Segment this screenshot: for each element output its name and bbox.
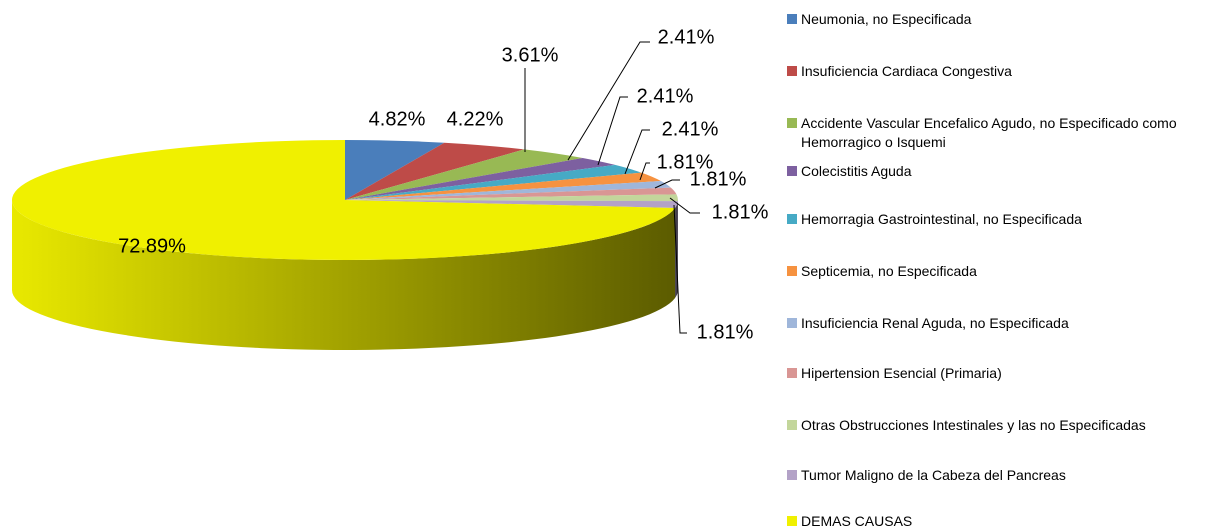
legend-item: Insuficiencia Cardiaca Congestiva xyxy=(787,62,1208,81)
legend-item: Accidente Vascular Encefalico Agudo, no … xyxy=(787,114,1208,152)
slice xyxy=(345,172,661,200)
legend-item: Insuficiencia Renal Aguda, no Especifica… xyxy=(787,314,1208,333)
legend-swatch xyxy=(787,266,797,276)
slice xyxy=(345,194,678,202)
legend-item: Neumonia, no Especificada xyxy=(787,10,1208,29)
legend-label: Insuficiencia Cardiaca Congestiva xyxy=(801,63,1012,79)
legend-swatch xyxy=(787,166,797,176)
slice xyxy=(345,157,616,200)
leader-line xyxy=(567,41,650,161)
slice-side xyxy=(12,200,676,351)
legend-swatch xyxy=(787,420,797,430)
leader-line xyxy=(673,204,687,334)
legend-item: DEMAS CAUSAS xyxy=(787,512,1208,526)
leader-line xyxy=(639,162,650,181)
legend-item: Hipertension Esencial (Primaria) xyxy=(787,364,1208,383)
leader-line xyxy=(624,129,650,175)
data-label: 1.81% xyxy=(690,168,747,190)
legend-swatch xyxy=(787,516,797,526)
legend-item: Otras Obstrucciones Intestinales y las n… xyxy=(787,416,1208,435)
legend-label: Hemorragia Gastrointestinal, no Especifi… xyxy=(801,211,1082,227)
legend-item: Colecistitis Aguda xyxy=(787,162,1208,181)
leader-line xyxy=(597,96,628,166)
slice xyxy=(345,200,678,208)
data-label: 2.41% xyxy=(658,26,715,48)
data-label: 2.41% xyxy=(662,118,719,140)
data-label: 2.41% xyxy=(637,85,694,107)
legend-swatch xyxy=(787,470,797,480)
data-label: 1.81% xyxy=(697,321,754,343)
leader-line xyxy=(669,197,700,214)
legend-label: Neumonia, no Especificada xyxy=(801,11,972,27)
legend-swatch xyxy=(787,214,797,224)
legend-label: Accidente Vascular Encefalico Agudo, no … xyxy=(801,115,1177,150)
data-label: 72.89% xyxy=(118,235,186,257)
legend-label: DEMAS CAUSAS xyxy=(801,513,913,526)
leader-line xyxy=(654,179,680,189)
legend-swatch xyxy=(787,14,797,24)
data-label: 3.61% xyxy=(502,44,559,66)
slice xyxy=(345,142,525,200)
slice xyxy=(345,181,671,200)
data-label: 4.82% xyxy=(369,108,426,130)
legend-item: Hemorragia Gastrointestinal, no Especifi… xyxy=(787,210,1208,229)
slice xyxy=(345,164,642,200)
legend-label: Tumor Maligno de la Cabeza del Pancreas xyxy=(801,467,1066,483)
legend-label: Hipertension Esencial (Primaria) xyxy=(801,365,1002,381)
legend-item: Tumor Maligno de la Cabeza del Pancreas xyxy=(787,466,1208,485)
slice xyxy=(345,187,677,200)
data-label: 4.22% xyxy=(447,108,504,130)
legend-label: Otras Obstrucciones Intestinales y las n… xyxy=(801,417,1146,433)
slice xyxy=(11,140,676,260)
legend-label: Septicemia, no Especificada xyxy=(801,263,977,279)
legend-swatch xyxy=(787,368,797,378)
legend-swatch xyxy=(787,318,797,328)
legend-item: Septicemia, no Especificada xyxy=(787,262,1208,281)
legend-swatch xyxy=(787,118,797,128)
legend-label: Insuficiencia Renal Aguda, no Especifica… xyxy=(801,315,1069,331)
slice xyxy=(345,140,445,200)
data-label: 1.81% xyxy=(657,151,714,173)
data-label: 1.81% xyxy=(712,201,769,223)
legend-label: Colecistitis Aguda xyxy=(801,163,912,179)
legend-swatch xyxy=(787,66,797,76)
slice xyxy=(345,149,583,200)
